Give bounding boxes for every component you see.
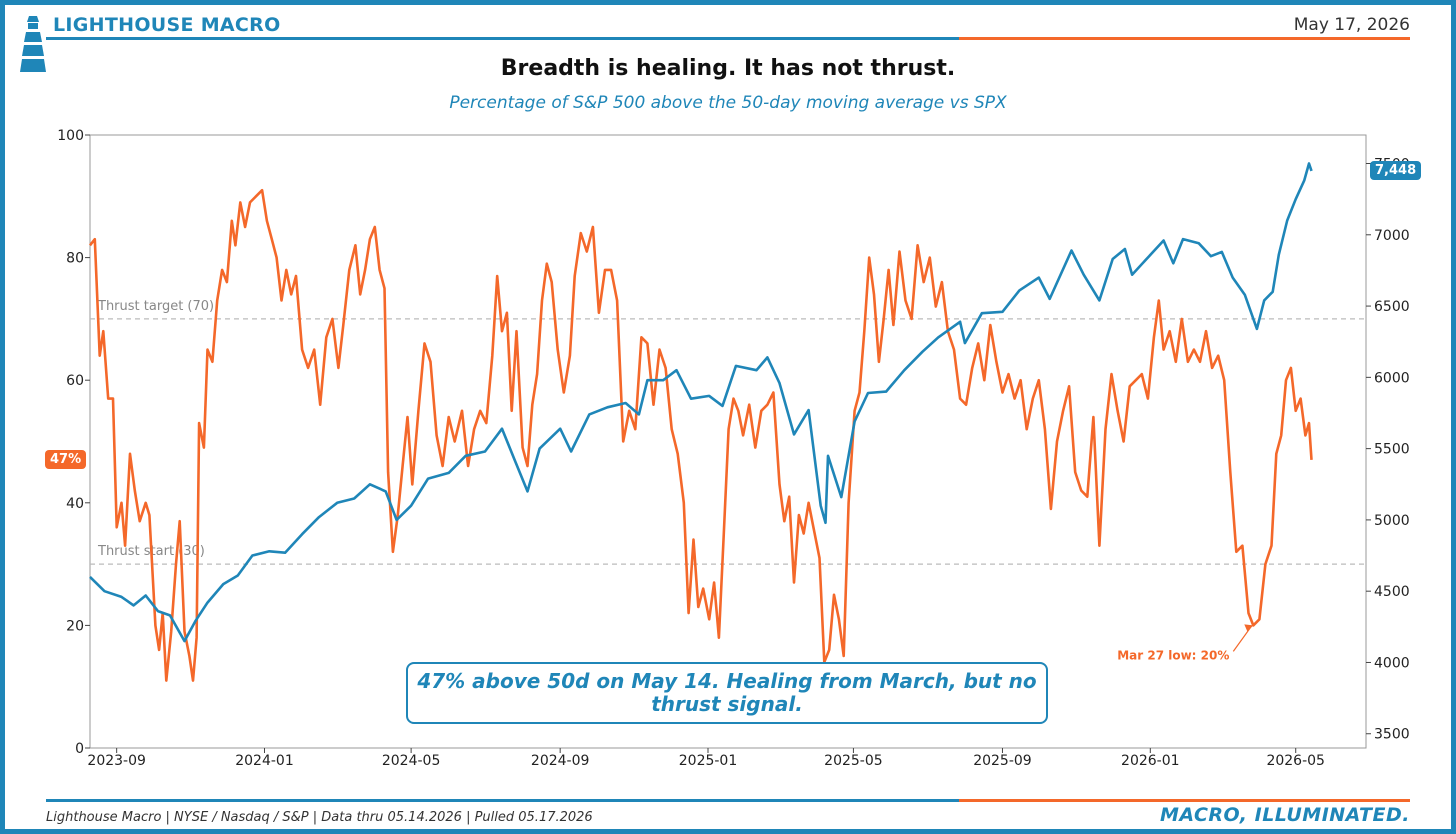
footer-tagline: MACRO, ILLUMINATED. xyxy=(1159,804,1410,826)
y-left-tick-label: 20 xyxy=(66,618,84,634)
annotation-text: Mar 27 low: 20% xyxy=(1117,648,1229,662)
y-right-tick-label: 4500 xyxy=(1374,584,1410,600)
y-left-tick-label: 60 xyxy=(66,373,84,389)
x-tick-label: 2024-01 xyxy=(235,753,294,769)
callout-box: 47% above 50d on May 14. Healing from Ma… xyxy=(406,662,1048,724)
x-tick-label: 2023-09 xyxy=(87,753,146,769)
breadth-series-line xyxy=(88,188,1313,682)
footer-source: Lighthouse Macro | NYSE / Nasdaq / S&P |… xyxy=(46,810,593,825)
y-left-tick-label: 80 xyxy=(66,251,84,267)
chart-subtitle: Percentage of S&P 500 above the 50-day m… xyxy=(449,93,1007,113)
y-right-tick-label: 5000 xyxy=(1374,513,1410,529)
x-tick-label: 2024-05 xyxy=(382,753,441,769)
report-date: May 17, 2026 xyxy=(1293,15,1410,35)
y-right-tick-label: 5500 xyxy=(1374,442,1410,458)
y-right-tick-label: 6500 xyxy=(1374,299,1410,315)
annotation-arrowhead xyxy=(1244,624,1254,632)
x-tick-label: 2025-09 xyxy=(973,753,1032,769)
y-right-tick-label: 4000 xyxy=(1374,655,1410,671)
footer-rule-blue xyxy=(46,799,959,802)
header-rule-blue xyxy=(46,37,959,40)
y-left-tick-label: 100 xyxy=(57,128,84,144)
spx-series-line xyxy=(89,162,1313,643)
brand-name: LIGHTHOUSE MACRO xyxy=(53,14,281,36)
x-tick-label: 2026-05 xyxy=(1266,753,1325,769)
y-left-tick-label: 0 xyxy=(75,741,84,757)
y-right-tick-label: 7000 xyxy=(1374,228,1410,244)
y-right-tick-label: 3500 xyxy=(1374,727,1410,743)
x-tick-label: 2025-05 xyxy=(824,753,883,769)
footer-rule-orange xyxy=(959,799,1410,802)
header-rule-orange xyxy=(959,37,1410,40)
lighthouse-icon xyxy=(20,16,46,72)
y-right-tick-label: 6000 xyxy=(1374,370,1410,386)
y-left-tick-label: 40 xyxy=(66,496,84,512)
breadth-end-label: 47% xyxy=(45,450,87,469)
x-tick-label: 2024-09 xyxy=(531,753,590,769)
x-tick-label: 2025-01 xyxy=(679,753,738,769)
reference-line-label: Thrust target (70) xyxy=(97,299,214,314)
chart-title: Breadth is healing. It has not thrust. xyxy=(500,56,956,81)
spx-end-label: 7,448 xyxy=(1370,161,1422,180)
x-tick-label: 2026-01 xyxy=(1121,753,1180,769)
annotation-arrow xyxy=(1232,626,1252,652)
plot-area xyxy=(89,134,1367,749)
